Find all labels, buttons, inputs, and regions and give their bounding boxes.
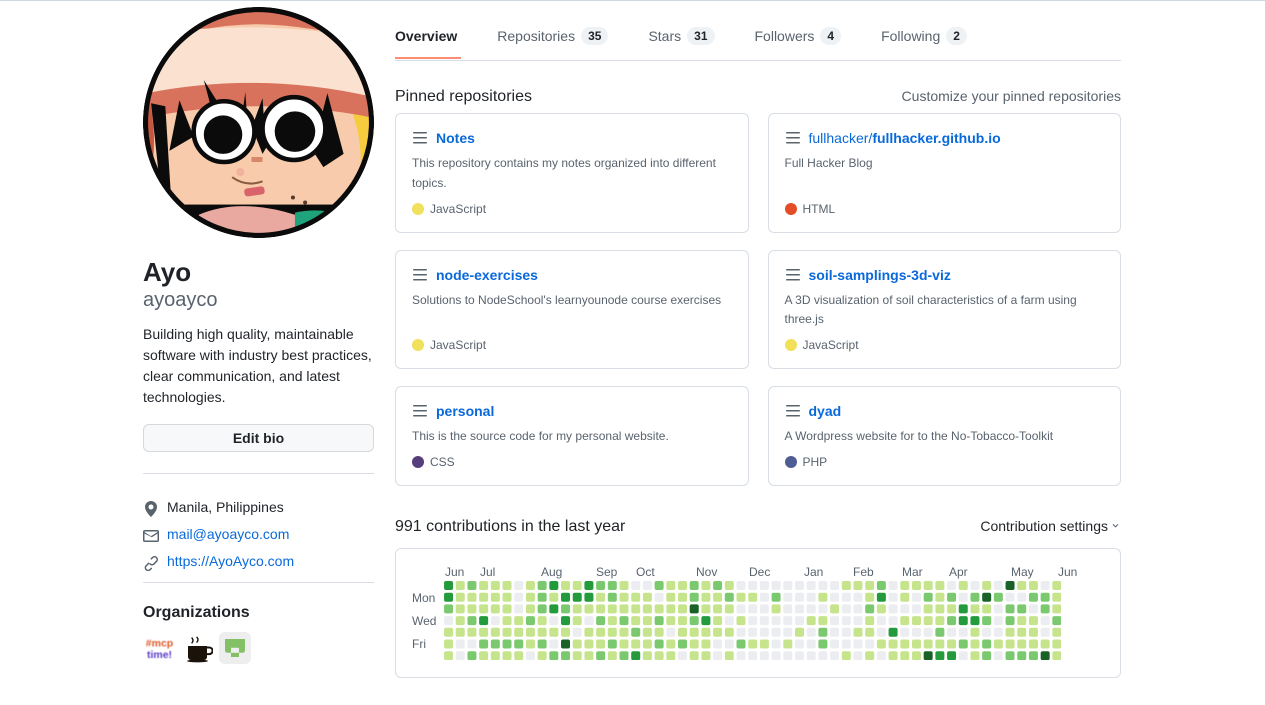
svg-text:#mcp: #mcp (146, 638, 173, 650)
svg-text:time!: time! (147, 649, 172, 661)
